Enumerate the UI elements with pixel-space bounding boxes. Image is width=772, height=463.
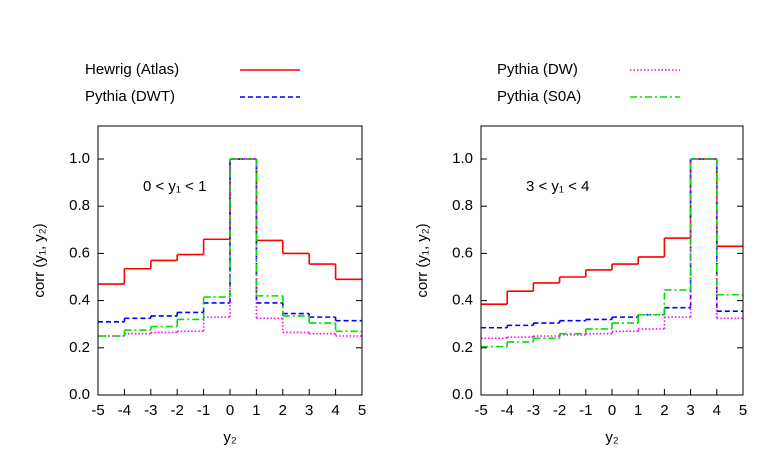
- legend-label: Pythia (DWT): [85, 88, 175, 105]
- annotation: 3 < y₁ < 4: [526, 178, 589, 195]
- y-axis-label: corr (y₁, y₂): [414, 223, 431, 297]
- x-tick-label: 3: [305, 402, 313, 419]
- y-tick-label: 0.0: [69, 386, 90, 403]
- y-tick-label: 0.8: [452, 197, 473, 214]
- plot-frame: [97, 125, 363, 396]
- x-tick-label: 3: [686, 402, 694, 419]
- x-tick-label: 1: [634, 402, 642, 419]
- x-tick-label: -4: [501, 402, 514, 419]
- legend-label: Pythia (DW): [497, 61, 578, 78]
- x-axis-label: y₂: [223, 429, 237, 446]
- y-tick-label: 0.4: [452, 292, 473, 309]
- x-tick-label: -2: [553, 402, 566, 419]
- y-tick-label: 0.0: [452, 386, 473, 403]
- x-tick-label: -5: [474, 402, 487, 419]
- x-tick-label: 0: [226, 402, 234, 419]
- x-tick-label: -3: [144, 402, 157, 419]
- x-tick-label: 5: [739, 402, 747, 419]
- legend-label: Pythia (S0A): [497, 88, 581, 105]
- y-tick-label: 0.2: [69, 339, 90, 356]
- x-tick-label: -1: [579, 402, 592, 419]
- y-tick-label: 1.0: [452, 150, 473, 167]
- x-tick-label: 2: [279, 402, 287, 419]
- x-tick-label: -4: [118, 402, 131, 419]
- legend-label: Hewrig (Atlas): [85, 61, 179, 78]
- x-tick-label: -5: [91, 402, 104, 419]
- x-tick-label: 2: [660, 402, 668, 419]
- x-tick-label: 0: [608, 402, 616, 419]
- y-tick-label: 0.4: [69, 292, 90, 309]
- annotation: 0 < y₁ < 1: [143, 178, 206, 195]
- x-tick-label: 1: [252, 402, 260, 419]
- x-tick-label: 5: [358, 402, 366, 419]
- y-tick-label: 0.8: [69, 197, 90, 214]
- x-tick-label: 4: [331, 402, 339, 419]
- y-tick-label: 1.0: [69, 150, 90, 167]
- x-tick-label: 4: [713, 402, 721, 419]
- y-tick-label: 0.6: [452, 244, 473, 261]
- x-tick-label: -1: [197, 402, 210, 419]
- x-axis-label: y₂: [605, 429, 619, 446]
- y-axis-label: corr (y₁, y₂): [31, 223, 48, 297]
- y-tick-label: 0.6: [69, 244, 90, 261]
- y-tick-label: 0.2: [452, 339, 473, 356]
- plot-frame: [480, 125, 744, 396]
- x-tick-label: -2: [171, 402, 184, 419]
- x-tick-label: -3: [527, 402, 540, 419]
